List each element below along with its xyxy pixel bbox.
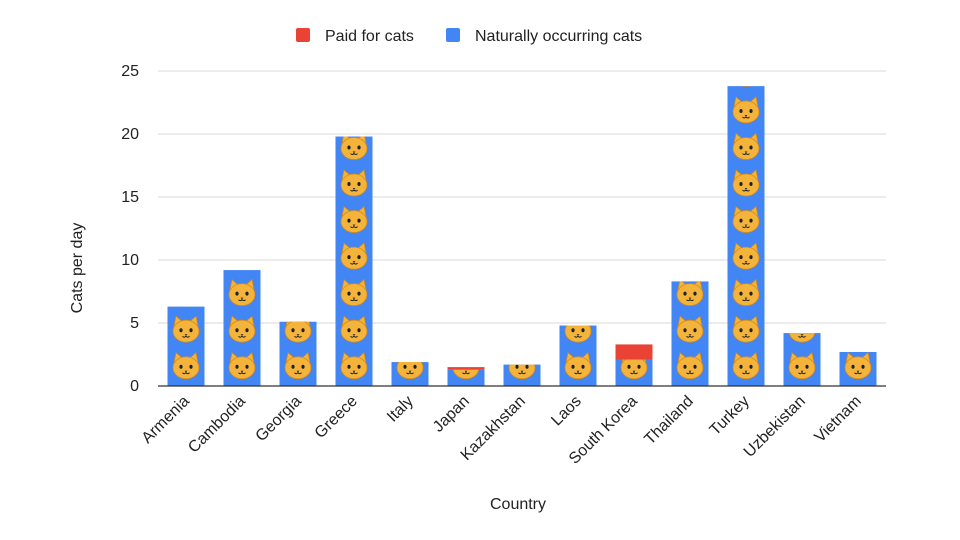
cat-face-icon bbox=[340, 315, 368, 343]
cat-stack bbox=[732, 86, 760, 380]
cat-face-icon bbox=[676, 281, 704, 307]
bars bbox=[167, 86, 877, 387]
legend-swatch-natural bbox=[446, 28, 460, 42]
x-tick-label: Georgia bbox=[253, 393, 305, 445]
cat-face-icon bbox=[844, 352, 872, 380]
cat-face-icon bbox=[676, 315, 704, 343]
cat-face-icon bbox=[676, 352, 704, 380]
cat-face-icon bbox=[732, 315, 760, 343]
x-tick-label: Thailand bbox=[641, 393, 696, 448]
x-tick-label: Italy bbox=[384, 393, 417, 426]
legend-item-paid[interactable]: Paid for cats bbox=[296, 28, 414, 45]
x-tick-label: Uzbekistan bbox=[741, 393, 809, 461]
cat-stack bbox=[172, 280, 200, 380]
y-tick-label: 20 bbox=[121, 126, 139, 143]
legend-item-natural[interactable]: Naturally occurring cats bbox=[446, 28, 642, 45]
x-tick-label: Vietnam bbox=[812, 393, 865, 446]
bar-paid bbox=[447, 367, 485, 370]
cat-face-icon bbox=[172, 352, 200, 380]
x-tick-label: Japan bbox=[430, 393, 473, 436]
cat-face-icon bbox=[564, 352, 592, 380]
cat-stack bbox=[452, 369, 480, 380]
cat-face-icon bbox=[340, 169, 368, 197]
x-axis-title: Country bbox=[490, 496, 546, 513]
legend-label-natural: Naturally occurring cats bbox=[475, 28, 642, 45]
y-tick-label: 10 bbox=[121, 252, 139, 269]
cat-face-icon bbox=[340, 352, 368, 380]
cat-face-icon bbox=[340, 136, 368, 160]
cat-face-icon bbox=[508, 364, 536, 380]
cat-face-icon bbox=[228, 315, 256, 343]
cat-face-icon bbox=[341, 97, 367, 123]
y-axis-title: Cats per day bbox=[69, 223, 86, 314]
cat-face-icon bbox=[732, 279, 760, 307]
y-axis-ticks: 0 5 10 15 20 25 bbox=[121, 63, 139, 395]
x-tick-label: Greece bbox=[312, 393, 361, 442]
cat-face-icon bbox=[677, 243, 703, 269]
cat-face-icon bbox=[732, 242, 760, 270]
cat-face-icon bbox=[340, 242, 368, 270]
cat-face-icon bbox=[396, 362, 424, 380]
y-tick-label: 5 bbox=[130, 315, 139, 332]
y-tick-label: 0 bbox=[130, 378, 139, 395]
x-tick-label: Turkey bbox=[707, 393, 753, 439]
y-tick-label: 25 bbox=[121, 63, 139, 80]
cat-face-icon bbox=[788, 333, 816, 343]
cat-stack bbox=[396, 362, 424, 380]
x-tick-label: Cambodia bbox=[185, 393, 249, 457]
cat-face-icon bbox=[732, 86, 760, 87]
cat-face-icon bbox=[228, 279, 256, 307]
cat-face-icon bbox=[621, 316, 647, 342]
cat-face-icon bbox=[284, 321, 312, 343]
gridlines bbox=[158, 70, 886, 324]
legend: Paid for cats Naturally occurring cats bbox=[296, 28, 642, 45]
cat-face-icon bbox=[340, 206, 368, 234]
x-tick-label: Laos bbox=[548, 393, 585, 430]
cat-face-icon bbox=[732, 206, 760, 234]
cat-face-icon bbox=[732, 96, 760, 124]
cat-face-icon bbox=[229, 243, 255, 269]
cat-stack bbox=[844, 316, 872, 380]
cat-face-icon bbox=[788, 352, 816, 380]
cat-face-icon bbox=[732, 132, 760, 160]
cat-face-icon bbox=[732, 169, 760, 197]
cat-face-icon bbox=[285, 280, 311, 306]
cat-face-icon bbox=[340, 279, 368, 307]
cat-face-icon bbox=[452, 369, 480, 380]
bar-paid bbox=[615, 344, 653, 360]
cat-face-icon bbox=[732, 352, 760, 380]
cat-face-icon bbox=[284, 352, 312, 380]
legend-label-paid: Paid for cats bbox=[325, 28, 414, 45]
legend-swatch-paid bbox=[296, 28, 310, 42]
cat-face-icon bbox=[845, 316, 871, 342]
cat-face-icon bbox=[228, 352, 256, 380]
cat-stack bbox=[284, 280, 312, 380]
cat-stack bbox=[508, 364, 536, 380]
y-tick-label: 15 bbox=[121, 189, 139, 206]
cat-face-icon bbox=[172, 315, 200, 343]
x-tick-label: Armenia bbox=[139, 393, 193, 447]
cat-face-icon bbox=[564, 325, 592, 343]
cat-face-icon bbox=[173, 280, 199, 306]
